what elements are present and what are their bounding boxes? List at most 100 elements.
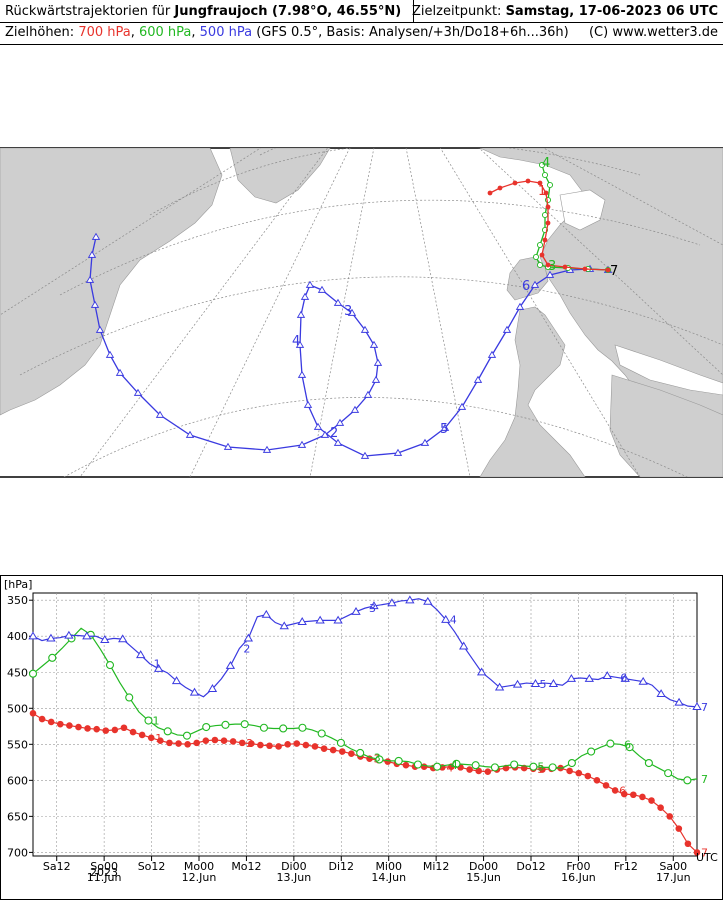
- data-point: [644, 758, 653, 768]
- data-point: [602, 671, 612, 680]
- map-point: [473, 375, 483, 383]
- data-point: [402, 761, 410, 769]
- data-point: [120, 724, 128, 732]
- data-point: [584, 673, 594, 682]
- data-point: [28, 669, 38, 678]
- y-tick-label: 350: [7, 594, 28, 607]
- series-day-label: 7: [701, 701, 708, 714]
- map-point: [536, 261, 544, 269]
- data-point: [166, 739, 173, 747]
- data-point: [225, 660, 236, 669]
- map-point: [457, 402, 467, 410]
- y-tick-label: 650: [7, 810, 28, 823]
- trajectory-map: 2 3 4 5 6 7 1 3 4: [0, 45, 723, 575]
- map-point: [515, 302, 525, 310]
- year-label: 2023: [90, 866, 118, 879]
- data-point: [193, 739, 201, 747]
- data-point: [102, 727, 110, 734]
- data-point: [118, 634, 128, 643]
- map-day-label: 4: [542, 156, 550, 171]
- data-point: [593, 777, 601, 784]
- data-point: [664, 769, 673, 778]
- map-point: [502, 325, 512, 333]
- series-day-label: 1: [152, 715, 159, 728]
- map-day-label: 3: [344, 304, 352, 319]
- map-point: [541, 211, 549, 219]
- data-point: [240, 720, 249, 729]
- data-point: [656, 689, 666, 698]
- target-time-block: Zielzeitpunkt: Samstag, 17-06-2023 06 UT…: [412, 3, 718, 21]
- map-point: [90, 300, 100, 308]
- data-point: [384, 758, 392, 765]
- data-point: [111, 726, 119, 734]
- data-point: [566, 673, 577, 682]
- data-point: [279, 621, 289, 630]
- map-trajectories: 2 3 4 5 6 7 1 3 4: [85, 156, 618, 459]
- header-row-2: Zielhöhen: 700 hPa, 600 hPa, 500 hPa (GF…: [5, 24, 718, 42]
- map-point: [497, 185, 503, 191]
- x-date-label: 15.Jun: [466, 871, 501, 884]
- data-point: [413, 760, 422, 769]
- data-point: [257, 741, 264, 749]
- sep-2: ,: [191, 25, 200, 40]
- data-point: [566, 767, 573, 775]
- data-point: [302, 741, 310, 749]
- data-point: [548, 679, 559, 687]
- data-point: [47, 718, 55, 726]
- data-point: [475, 767, 482, 775]
- map-point: [155, 410, 165, 418]
- data-point: [333, 615, 343, 624]
- data-point: [476, 667, 487, 676]
- data-point: [136, 650, 146, 659]
- data-point: [692, 702, 702, 711]
- map-point: [295, 340, 305, 348]
- data-point: [138, 731, 146, 739]
- data-point: [494, 682, 505, 691]
- series-day-label: 2: [243, 642, 250, 655]
- chart-grid: [32, 592, 698, 857]
- map-point: [530, 280, 540, 288]
- map-point: [105, 350, 115, 358]
- x-date-label: 16.Jun: [561, 871, 596, 884]
- map-point: [582, 266, 588, 272]
- map-point: [363, 390, 373, 398]
- series-line-1: [32, 627, 698, 781]
- data-point: [221, 720, 230, 729]
- map-day-label: 5: [440, 422, 448, 437]
- data-point: [693, 849, 701, 856]
- map-point: [512, 180, 518, 186]
- data-point: [29, 710, 37, 717]
- data-point: [243, 633, 254, 642]
- map-point: [545, 262, 551, 268]
- x-tick-label: Do12: [516, 860, 545, 873]
- map-day-label: 2: [330, 426, 338, 441]
- series-day-label: 5: [537, 763, 544, 776]
- data-point: [369, 601, 379, 610]
- data-point: [144, 716, 153, 725]
- data-point: [459, 641, 469, 650]
- map-day-label: 6: [522, 279, 530, 294]
- data-point: [48, 653, 57, 662]
- data-point: [259, 723, 269, 732]
- map-point: [333, 298, 343, 306]
- data-point: [548, 763, 557, 772]
- map-point: [350, 405, 360, 413]
- data-point: [229, 738, 237, 745]
- map-point: [115, 368, 125, 376]
- x-tick-label: Mo12: [231, 860, 261, 873]
- data-point: [46, 633, 56, 642]
- y-tick-label: 450: [7, 666, 28, 679]
- data-point: [666, 813, 674, 820]
- map-point: [95, 325, 105, 333]
- series-day-label: 1: [155, 732, 162, 745]
- map-point: [440, 423, 450, 431]
- data-point: [261, 609, 271, 618]
- data-point: [606, 739, 615, 748]
- map-point: [545, 220, 551, 226]
- x-tick-label: Mi12: [423, 860, 450, 873]
- map-point: [538, 161, 546, 169]
- map-point: [539, 252, 545, 258]
- data-point: [163, 727, 172, 736]
